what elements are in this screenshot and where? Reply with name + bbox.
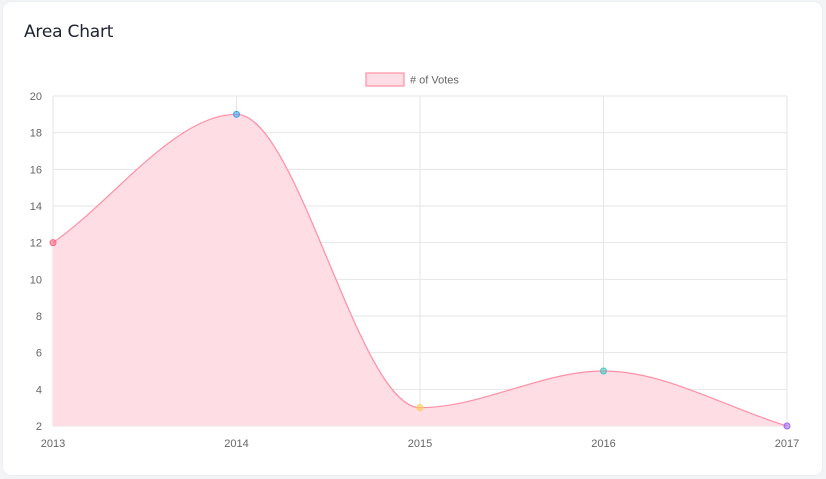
data-point[interactable] xyxy=(600,367,607,375)
card-title: Area Chart xyxy=(24,22,114,42)
series-line xyxy=(52,113,788,427)
y-tick-label: 8 xyxy=(36,311,42,323)
x-tick-label: 2017 xyxy=(775,438,799,450)
y-tick-label: 10 xyxy=(30,274,42,286)
area-fill xyxy=(53,114,787,426)
data-point[interactable] xyxy=(416,404,424,412)
legend-swatch[interactable] xyxy=(365,72,405,87)
x-tick-label: 2013 xyxy=(41,438,65,450)
x-tick-label: 2016 xyxy=(591,438,615,450)
data-point[interactable] xyxy=(49,239,57,247)
y-tick-label: 6 xyxy=(36,348,42,360)
y-tick-label: 16 xyxy=(30,164,42,176)
x-tick-label: 2015 xyxy=(408,438,432,450)
y-axis-ticks: 2 4 6 8 10 12 14 16 18 20 xyxy=(30,91,42,433)
y-tick-label: 2 xyxy=(36,421,42,433)
y-tick-label: 14 xyxy=(30,201,42,213)
x-axis-ticks: 2013 2014 2015 2016 2017 xyxy=(41,438,799,450)
data-points xyxy=(49,110,791,430)
legend-label[interactable]: # of Votes xyxy=(410,75,459,87)
legend[interactable]: # of Votes xyxy=(365,72,459,87)
x-tick-label: 2014 xyxy=(224,438,248,450)
y-tick-label: 18 xyxy=(30,128,42,140)
series-area xyxy=(52,113,788,427)
data-point[interactable] xyxy=(783,422,791,430)
data-point[interactable] xyxy=(233,110,240,118)
y-tick-label: 12 xyxy=(30,238,42,250)
y-tick-label: 20 xyxy=(30,91,42,103)
y-tick-label: 4 xyxy=(36,384,42,396)
